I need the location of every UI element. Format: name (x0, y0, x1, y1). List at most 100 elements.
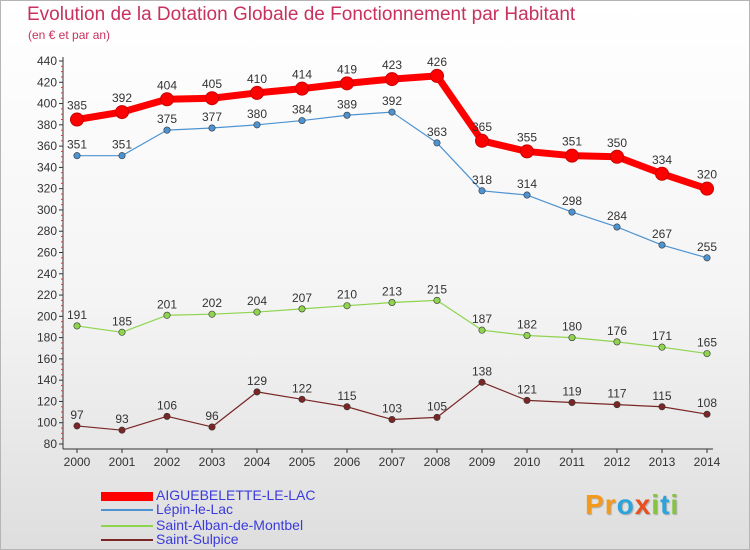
data-point-3 (613, 401, 621, 409)
logo-letter: o (616, 489, 635, 520)
y-tick-label: 400 (37, 97, 57, 111)
data-label-3: 122 (292, 381, 312, 395)
x-tick-label: 2002 (154, 455, 181, 469)
data-label-2: 202 (202, 296, 222, 310)
data-point-2 (613, 338, 621, 346)
data-point-2 (703, 350, 711, 358)
data-label-0: 320 (697, 168, 717, 182)
data-point-1 (208, 124, 216, 132)
x-tick-label: 2012 (604, 455, 631, 469)
legend-label-aiguebelette: AIGUEBELETTE-LE-LAC (156, 487, 316, 503)
data-label-1: 363 (427, 125, 447, 139)
legend-label-saint-sulpice: Saint-Sulpice (156, 531, 239, 547)
data-label-2: 180 (562, 320, 582, 334)
data-point-1 (388, 108, 396, 116)
data-label-0: 392 (112, 91, 132, 105)
data-label-2: 204 (247, 294, 267, 308)
data-label-2: 191 (67, 308, 87, 322)
data-point-3 (253, 388, 261, 396)
logo-letter: x (634, 489, 652, 520)
data-point-1 (568, 208, 576, 216)
y-tick-label: 140 (37, 373, 57, 387)
data-label-1: 377 (202, 110, 222, 124)
data-point-1 (163, 126, 171, 134)
x-tick-label: 2007 (379, 455, 406, 469)
x-tick-label: 2006 (334, 455, 361, 469)
data-label-0: 334 (652, 153, 672, 167)
data-point-0 (115, 105, 129, 120)
data-label-1: 392 (382, 94, 402, 108)
data-point-2 (658, 343, 666, 351)
chart-subtitle: (en € et par an) (28, 28, 111, 42)
y-tick-label: 160 (37, 352, 57, 366)
data-point-2 (568, 334, 576, 342)
data-point-2 (343, 302, 351, 310)
data-label-3: 138 (472, 364, 492, 378)
data-point-1 (523, 191, 531, 199)
data-label-1: 351 (67, 138, 87, 152)
data-point-1 (343, 111, 351, 119)
y-tick-label: 100 (37, 416, 57, 430)
data-point-1 (703, 254, 711, 262)
logo-letter: r (604, 489, 617, 520)
data-label-1: 298 (562, 194, 582, 208)
data-label-0: 423 (382, 58, 402, 72)
data-point-1 (253, 121, 261, 129)
data-point-1 (658, 241, 666, 249)
data-label-0: 405 (202, 77, 222, 91)
data-label-1: 318 (472, 173, 492, 187)
y-tick-label: 300 (37, 203, 57, 217)
y-tick-label: 420 (37, 75, 57, 89)
data-point-3 (658, 403, 666, 411)
data-point-3 (523, 396, 531, 404)
data-point-1 (298, 117, 306, 125)
data-point-1 (613, 223, 621, 231)
data-point-3 (163, 412, 171, 420)
x-tick-label: 2013 (649, 455, 676, 469)
x-tick-label: 2011 (559, 455, 585, 469)
data-label-0: 414 (292, 68, 312, 82)
data-point-3 (388, 416, 396, 424)
y-tick-label: 440 (37, 54, 57, 68)
data-point-2 (388, 299, 396, 307)
data-label-3: 105 (427, 399, 447, 413)
data-label-1: 375 (157, 112, 177, 126)
logo-letter: P (585, 489, 605, 520)
x-tick-label: 2003 (199, 455, 226, 469)
data-label-1: 384 (292, 103, 312, 117)
data-label-3: 121 (517, 382, 537, 396)
data-point-3 (478, 378, 486, 386)
logo-letter: t (660, 489, 671, 520)
data-point-3 (433, 413, 441, 421)
data-point-2 (118, 328, 126, 336)
y-tick-label: 380 (37, 118, 57, 132)
x-tick-label: 2005 (289, 455, 316, 469)
data-label-3: 115 (337, 389, 356, 403)
data-label-2: 182 (517, 317, 537, 331)
legend-swatch-aiguebelette (101, 492, 153, 501)
data-label-1: 314 (517, 177, 537, 191)
y-tick-label: 120 (37, 394, 57, 408)
data-point-3 (343, 403, 351, 411)
legend-label-lepin: Lépin-le-Lac (156, 501, 234, 517)
data-label-2: 187 (472, 312, 492, 326)
y-tick-label: 80 (44, 437, 58, 451)
data-point-0 (520, 144, 534, 159)
data-point-0 (655, 166, 669, 181)
data-point-0 (205, 91, 219, 106)
logo-letter: i (651, 489, 661, 520)
legend-label-saint-alban: Saint-Alban-de-Montbel (156, 517, 304, 533)
data-label-0: 350 (607, 136, 627, 150)
data-label-0: 355 (517, 130, 537, 144)
data-point-0 (340, 76, 354, 91)
data-point-0 (70, 112, 84, 127)
data-label-3: 97 (70, 408, 84, 422)
x-tick-label: 2014 (694, 455, 721, 469)
data-point-2 (253, 308, 261, 316)
data-label-0: 365 (472, 120, 492, 134)
legend-swatch-saint-alban (101, 525, 153, 527)
proxiti-logo: Proxiti (585, 489, 679, 521)
data-point-2 (163, 311, 171, 319)
y-tick-label: 320 (37, 182, 57, 196)
